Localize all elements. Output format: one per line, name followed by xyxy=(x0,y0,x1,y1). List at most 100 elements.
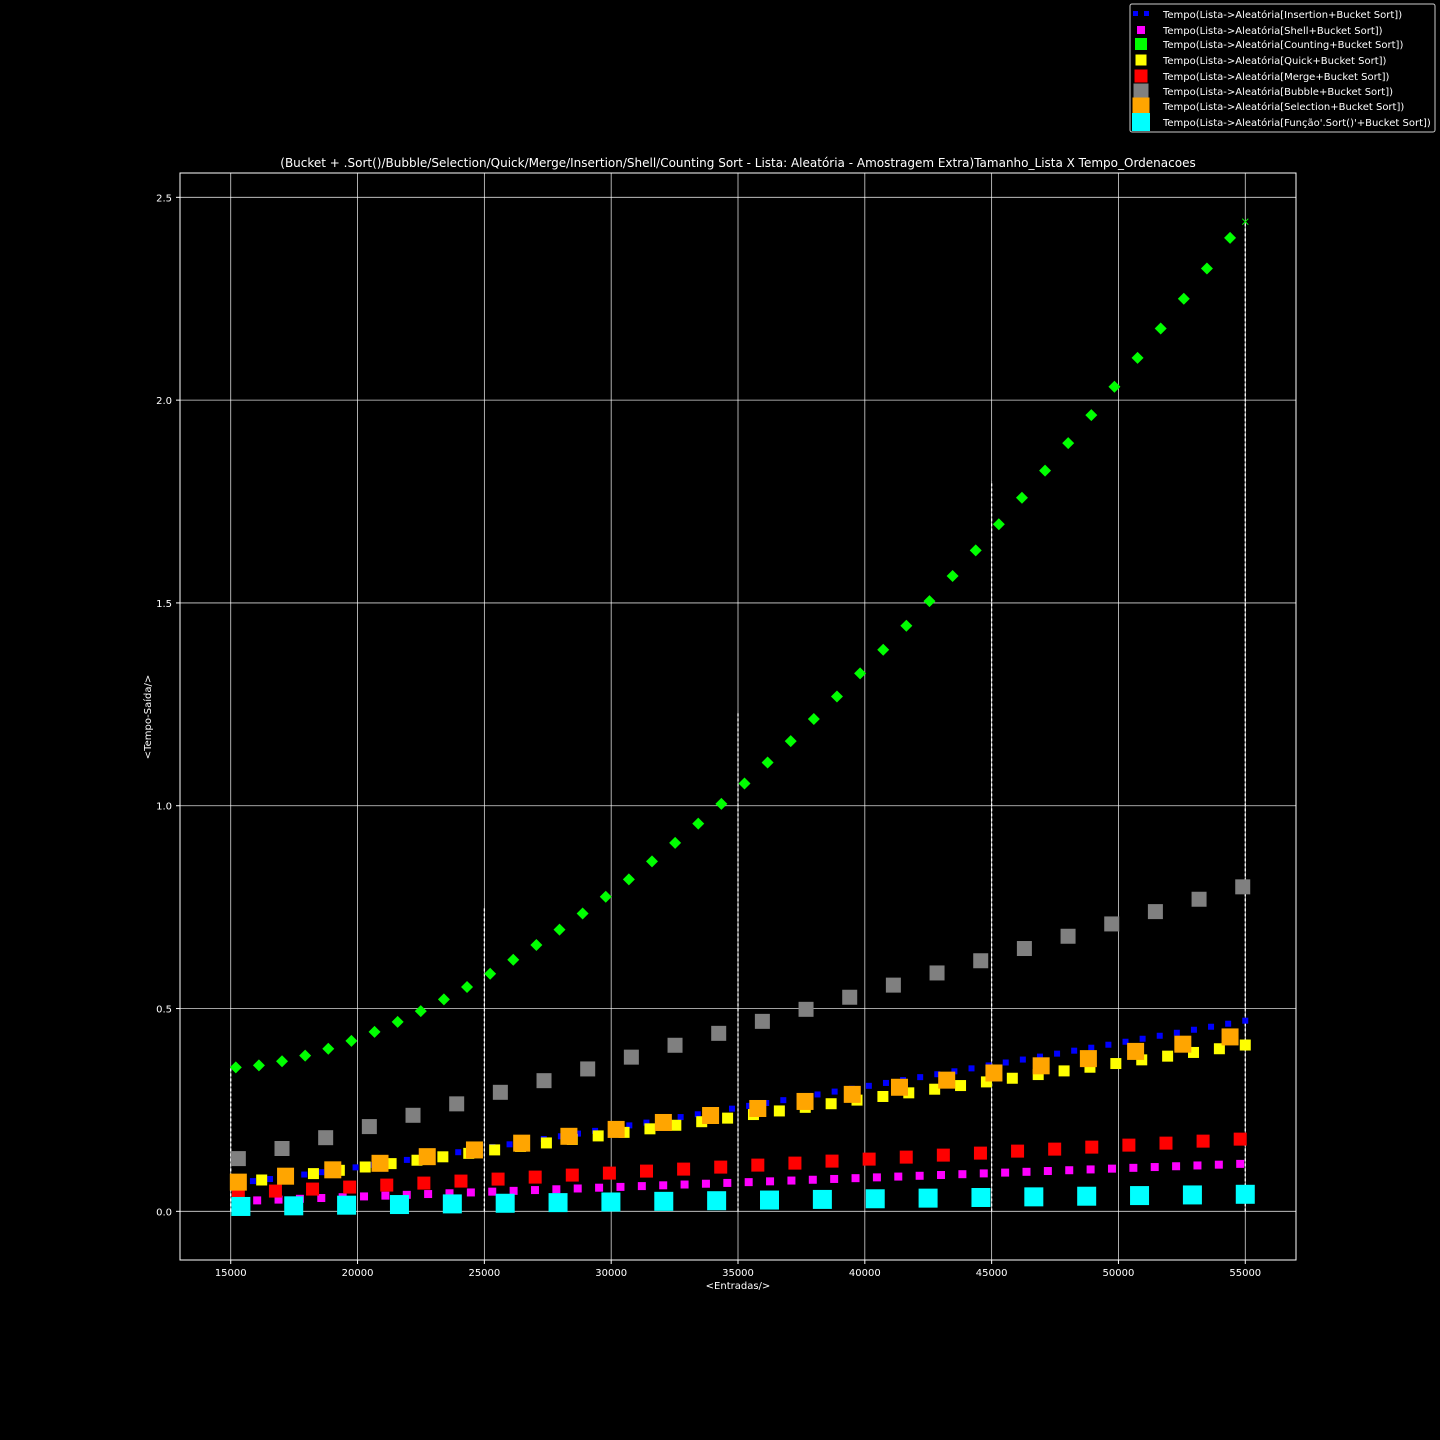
data-point xyxy=(1139,1035,1146,1042)
data-point xyxy=(1225,1020,1232,1027)
data-point xyxy=(1200,262,1213,275)
data-point xyxy=(552,1185,561,1194)
data-point xyxy=(466,1188,475,1197)
data-point xyxy=(391,1015,404,1028)
y-tick-label: 2.5 xyxy=(156,193,172,204)
data-point xyxy=(1190,1026,1197,1033)
data-point xyxy=(980,1076,992,1088)
data-point xyxy=(1150,1163,1159,1172)
data-point xyxy=(677,1114,684,1121)
data-point xyxy=(1019,1056,1026,1063)
data-point xyxy=(256,1174,268,1186)
data-point xyxy=(454,1174,468,1188)
data-point xyxy=(1015,491,1028,504)
data-point xyxy=(667,1037,683,1053)
legend-swatch xyxy=(1144,11,1149,16)
data-point xyxy=(437,993,450,1006)
data-point xyxy=(1032,1069,1044,1081)
data-point xyxy=(276,1055,289,1068)
data-point xyxy=(894,1172,903,1181)
data-point xyxy=(696,1116,708,1128)
data-point xyxy=(489,1144,501,1156)
data-point xyxy=(623,1049,639,1065)
y-tick-label: 1.0 xyxy=(156,802,172,813)
legend-entry-label: Tempo(Lista->Aleatória[Bubble+Bucket Sor… xyxy=(1162,86,1393,98)
data-point xyxy=(253,1196,262,1205)
data-point xyxy=(317,1194,326,1203)
x-tick-label: 55000 xyxy=(1229,1268,1261,1279)
grid xyxy=(180,173,1296,1260)
data-point xyxy=(808,1175,817,1184)
data-point xyxy=(576,907,589,920)
data-point xyxy=(936,1148,950,1162)
legend-entry-label: Tempo(Lista->Aleatória[Função'.Sort()'+B… xyxy=(1162,117,1431,129)
data-point xyxy=(548,1193,568,1213)
data-point xyxy=(934,1071,941,1078)
data-point xyxy=(659,1181,668,1190)
data-point xyxy=(798,1001,814,1017)
data-point xyxy=(1054,1050,1061,1057)
data-point xyxy=(917,1074,924,1081)
data-point xyxy=(449,1096,465,1112)
data-point xyxy=(274,1195,283,1204)
data-point xyxy=(560,1127,578,1145)
data-point xyxy=(1048,1142,1062,1156)
data-point xyxy=(918,1188,938,1208)
data-point xyxy=(1079,1050,1097,1068)
data-point xyxy=(445,1189,454,1198)
data-point xyxy=(1011,1144,1025,1158)
data-point xyxy=(645,855,658,868)
data-point xyxy=(754,1013,770,1029)
data-point xyxy=(711,1025,727,1041)
data-point xyxy=(973,953,989,969)
data-point xyxy=(644,1123,656,1135)
data-point xyxy=(955,1080,967,1092)
data-point xyxy=(842,989,858,1005)
data-point xyxy=(694,1111,701,1118)
y-tick-label: 0.5 xyxy=(156,1005,172,1016)
data-point xyxy=(1137,26,1145,34)
data-point xyxy=(616,1182,625,1191)
data-point xyxy=(626,1122,633,1129)
data-point xyxy=(1233,1132,1247,1146)
data-point xyxy=(865,1082,872,1089)
y-tick-label: 2.0 xyxy=(156,396,172,407)
data-point xyxy=(437,1151,449,1163)
data-point xyxy=(1086,1165,1095,1174)
data-point xyxy=(324,1161,342,1179)
data-point xyxy=(528,1170,542,1184)
data-point xyxy=(1104,916,1120,932)
data-point xyxy=(1036,1053,1043,1060)
data-point xyxy=(345,1034,358,1047)
data-point xyxy=(885,977,901,993)
data-point xyxy=(1214,1160,1223,1169)
series-6 xyxy=(229,1028,1239,1191)
data-point xyxy=(536,1073,552,1089)
data-point xyxy=(1024,1187,1044,1207)
series-4 xyxy=(231,1132,1247,1200)
data-point xyxy=(1132,113,1150,131)
data-point xyxy=(890,1078,908,1096)
data-point xyxy=(509,1186,518,1195)
data-point xyxy=(1133,83,1149,99)
data-point xyxy=(352,1164,359,1171)
data-point xyxy=(491,1172,505,1186)
data-point xyxy=(1213,1043,1225,1055)
data-point xyxy=(601,1192,621,1212)
data-point xyxy=(643,1119,650,1126)
extra-x-marker xyxy=(1241,218,1249,226)
data-point xyxy=(622,873,635,886)
data-point xyxy=(968,1065,975,1072)
data-point xyxy=(389,1195,409,1215)
data-point xyxy=(381,1191,390,1200)
data-point xyxy=(1062,437,1075,450)
data-point xyxy=(714,1160,728,1174)
legend-entry-label: Tempo(Lista->Aleatória[Merge+Bucket Sort… xyxy=(1162,71,1390,83)
data-point xyxy=(411,1154,423,1166)
data-point xyxy=(903,1087,915,1099)
data-point xyxy=(403,1156,410,1163)
data-point xyxy=(465,1141,483,1159)
data-point xyxy=(1039,464,1052,477)
